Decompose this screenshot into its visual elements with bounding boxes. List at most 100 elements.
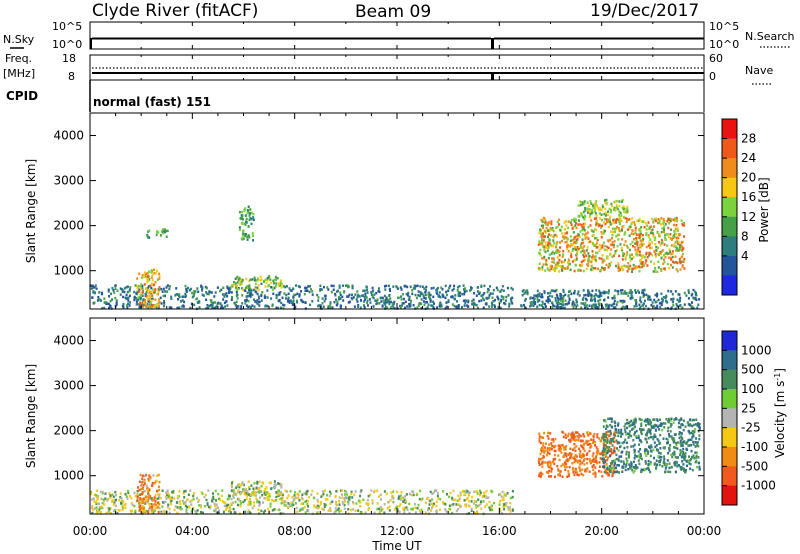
range-gate-cell (339, 291, 342, 294)
range-gate-cell (239, 500, 242, 503)
range-gate-cell (630, 464, 633, 467)
range-gate-cell (556, 225, 559, 229)
range-gate-cell (270, 297, 273, 300)
range-gate-cell (263, 294, 266, 297)
range-gate-cell (478, 299, 481, 303)
range-gate-cell (418, 497, 421, 501)
range-gate-cell (637, 434, 640, 438)
range-gate-cell (605, 472, 608, 475)
power-y-axis-label: Slant Range [km] (24, 159, 38, 263)
range-gate-cell (587, 434, 590, 437)
range-gate-cell (592, 457, 595, 461)
range-gate-cell (617, 431, 620, 434)
range-gate-cell (459, 294, 461, 297)
range-gate-cell (115, 303, 118, 306)
range-gate-cell (417, 294, 420, 297)
range-gate-cell (257, 277, 259, 280)
range-gate-cell (247, 510, 250, 514)
range-gate-cell (640, 424, 643, 427)
range-gate-cell (559, 229, 562, 232)
range-gate-cell (303, 492, 306, 495)
range-gate-cell (438, 304, 441, 308)
range-gate-cell (571, 456, 574, 460)
range-gate-cell (246, 493, 249, 497)
range-gate-cell (693, 297, 696, 301)
range-gate-cell (638, 269, 641, 273)
range-gate-cell (526, 289, 529, 292)
range-gate-cell (662, 296, 665, 299)
range-gate-cell (573, 289, 576, 293)
range-gate-cell (404, 300, 407, 304)
range-gate-cell (679, 453, 681, 457)
range-gate-cell (675, 246, 678, 250)
range-gate-cell (205, 498, 208, 502)
range-gate-cell (536, 300, 539, 303)
range-gate-cell (252, 216, 255, 219)
range-gate-cell (301, 493, 304, 496)
range-gate-cell (550, 244, 553, 248)
range-gate-cell (624, 422, 627, 426)
range-gate-cell (287, 298, 290, 301)
range-gate-cell (365, 296, 368, 299)
range-gate-cell (570, 218, 573, 222)
range-gate-cell (583, 249, 586, 253)
range-gate-cell (692, 454, 695, 457)
range-gate-cell (482, 293, 485, 297)
range-gate-cell (121, 508, 124, 512)
range-gate-cell (635, 233, 638, 236)
range-gate-cell (492, 288, 495, 292)
range-gate-cell (698, 425, 700, 428)
range-gate-cell (626, 205, 629, 209)
range-gate-cell (666, 233, 669, 236)
range-gate-cell (587, 204, 590, 208)
range-gate-cell (313, 505, 316, 508)
range-gate-cell (649, 454, 652, 458)
range-gate-cell (311, 290, 314, 293)
range-gate-cell (147, 511, 150, 514)
range-gate-cell (136, 493, 139, 496)
range-gate-cell (649, 252, 652, 255)
range-gate-cell (200, 506, 203, 509)
range-gate-cell (283, 292, 286, 295)
range-gate-cell (237, 503, 239, 507)
range-gate-cell (644, 221, 647, 225)
range-gate-cell (432, 491, 435, 495)
range-gate-cell (156, 501, 159, 505)
range-gate-cell (176, 511, 179, 515)
range-gate-cell (213, 509, 216, 512)
range-gate-cell (546, 229, 549, 232)
range-gate-cell (351, 286, 354, 290)
range-gate-cell (142, 497, 145, 500)
range-gate-cell (469, 289, 471, 292)
range-gate-cell (475, 294, 478, 297)
range-gate-cell (603, 299, 606, 302)
range-gate-cell (178, 507, 181, 510)
range-gate-cell (391, 495, 394, 498)
range-gate-cell (551, 303, 554, 307)
range-gate-cell (635, 302, 638, 305)
range-gate-cell (343, 291, 346, 294)
range-gate-cell (327, 288, 330, 291)
range-gate-cell (249, 212, 252, 215)
range-gate-cell (550, 220, 553, 223)
range-gate-cell (601, 218, 603, 222)
range-gate-cell (649, 298, 652, 302)
range-gate-cell (357, 293, 360, 297)
range-gate-cell (451, 289, 454, 292)
range-gate-cell (562, 290, 565, 293)
range-gate-cell (599, 268, 602, 272)
range-gate-cell (225, 504, 228, 507)
range-gate-cell (185, 509, 188, 513)
range-gate-cell (563, 453, 566, 457)
range-gate-cell (626, 218, 629, 222)
range-gate-cell (212, 497, 215, 501)
range-gate-cell (480, 294, 483, 297)
range-gate-cell (642, 302, 645, 305)
range-gate-cell (539, 475, 542, 479)
range-gate-cell (634, 425, 636, 429)
range-gate-cell (671, 437, 674, 440)
range-gate-cell (563, 465, 566, 469)
range-gate-cell (109, 299, 112, 303)
range-gate-cell (406, 285, 409, 289)
range-gate-cell (115, 299, 118, 302)
